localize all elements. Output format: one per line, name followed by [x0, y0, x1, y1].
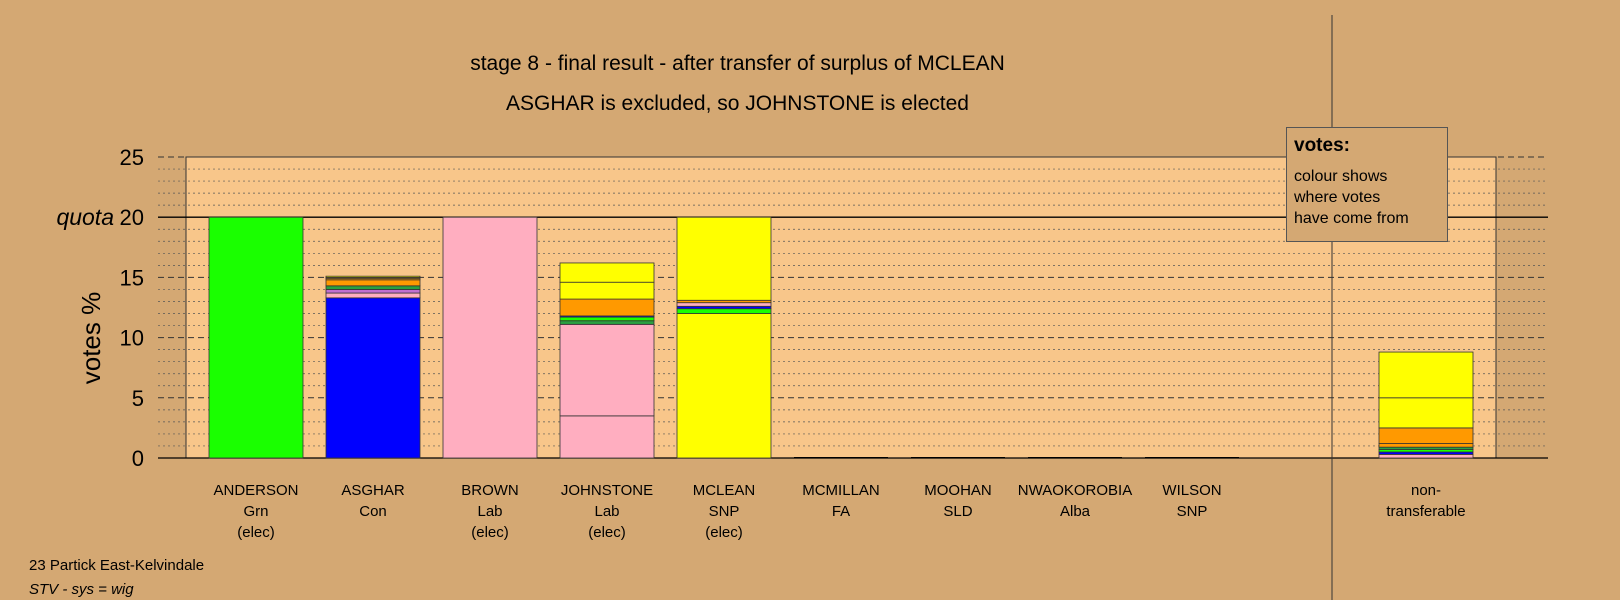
bar-segment: [442, 216, 538, 459]
legend-line: have come from: [1294, 210, 1409, 227]
x-tick-label: (elec): [705, 524, 743, 541]
y-tick-label: 0: [132, 446, 144, 471]
bar-segment: [1378, 351, 1474, 399]
bar-segment: [325, 297, 421, 459]
quota-label: quota: [56, 204, 114, 230]
chart-title: stage 8 - final result - after transfer …: [470, 52, 1005, 75]
bar-segment: [1378, 443, 1474, 448]
y-tick-label: 20: [120, 205, 144, 230]
x-tick-label: SNP: [709, 503, 740, 520]
x-tick-label: (elec): [471, 524, 509, 541]
y-tick-label: 15: [120, 265, 144, 290]
x-tick-label: transferable: [1386, 503, 1465, 520]
x-tick-label: Lab: [477, 503, 502, 520]
bar-segment: [559, 320, 655, 325]
x-tick-label: JOHNSTONE: [561, 482, 653, 499]
x-tick-label: MOOHAN: [924, 482, 992, 499]
x-tick-label: NWAOKOROBIA: [1018, 482, 1132, 499]
legend-title: votes:: [1294, 135, 1350, 156]
bar-segment: [676, 308, 772, 314]
x-tick-label: WILSON: [1162, 482, 1221, 499]
chart-subtitle: ASGHAR is excluded, so JOHNSTONE is elec…: [506, 92, 969, 115]
x-tick-label: MCMILLAN: [802, 482, 880, 499]
x-tick-label: BROWN: [461, 482, 519, 499]
x-tick-label: (elec): [588, 524, 626, 541]
bar-segment: [559, 316, 655, 322]
bar-segment: [559, 298, 655, 317]
x-tick-label: Grn: [243, 503, 268, 520]
x-tick-label: Lab: [594, 503, 619, 520]
bar-segment: [1378, 427, 1474, 444]
x-tick-label: ASGHAR: [341, 482, 405, 499]
legend-line: colour shows: [1294, 168, 1388, 185]
y-tick-label: 10: [120, 326, 144, 351]
x-tick-label: ANDERSON: [213, 482, 298, 499]
bar-segment: [559, 415, 655, 459]
x-tick-label: MCLEAN: [693, 482, 756, 499]
bar-segment: [325, 289, 421, 294]
bar-segment: [1378, 453, 1474, 459]
x-tick-label: Alba: [1060, 503, 1091, 520]
bar-segment: [325, 275, 421, 278]
system-label: STV - sys = wig: [29, 581, 134, 598]
x-tick-label: SLD: [943, 503, 972, 520]
bar-segment: [1378, 397, 1474, 429]
bar-segment: [559, 262, 655, 283]
x-tick-label: FA: [832, 503, 850, 520]
x-tick-label: non-: [1411, 482, 1441, 499]
bar-segment: [325, 292, 421, 299]
x-tick-label: Con: [359, 503, 387, 520]
bar-segment: [325, 279, 421, 287]
legend: votes: colour shows where votes have com…: [1286, 127, 1448, 242]
legend-line: where votes: [1294, 189, 1381, 206]
bar-segment: [325, 285, 421, 290]
x-tick-label: SNP: [1177, 503, 1208, 520]
bar-segment: [676, 313, 772, 459]
y-tick-label: 5: [132, 386, 144, 411]
ward-name: 23 Partick East-Kelvindale: [29, 557, 205, 574]
y-tick-label: 25: [120, 145, 144, 170]
bar-segment: [676, 302, 772, 307]
bar-segment: [559, 281, 655, 300]
bar-segment: [676, 216, 772, 301]
bar-segment: [559, 323, 655, 417]
bar-segment: [208, 216, 304, 459]
y-axis-label: votes %: [76, 292, 106, 385]
x-tick-label: (elec): [237, 524, 275, 541]
